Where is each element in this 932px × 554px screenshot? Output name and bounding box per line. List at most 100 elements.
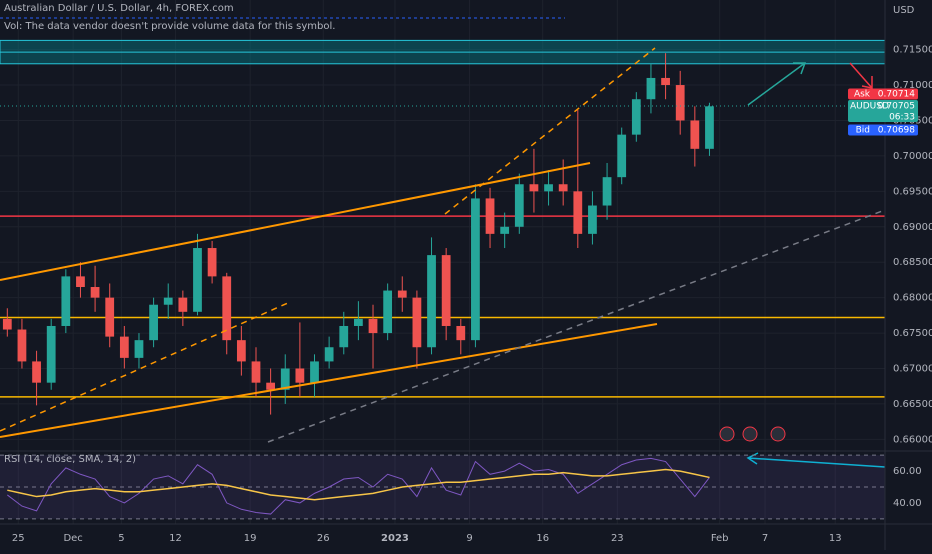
- candle-body: [2, 318, 12, 330]
- candle-body: [280, 368, 290, 390]
- price-badge-text: 06:33: [889, 112, 915, 122]
- price-pane: [0, 39, 886, 415]
- price-badge: [848, 124, 918, 136]
- x-tick-label: 16: [536, 533, 549, 544]
- candle-body: [207, 248, 217, 277]
- y-tick-label: 0.67000: [893, 364, 932, 375]
- chart-title: Australian Dollar / U.S. Dollar, 4h, FOR…: [4, 3, 234, 14]
- candle-body: [456, 325, 466, 341]
- candle-body: [514, 184, 524, 227]
- candle-body: [397, 290, 407, 298]
- y-tick-label: 0.68500: [893, 257, 932, 268]
- candle-body: [193, 248, 202, 312]
- candle-body: [134, 340, 144, 358]
- candle-body: [602, 177, 612, 206]
- candle-body: [661, 77, 670, 86]
- candle-body: [266, 382, 276, 390]
- price-badge-text: 0.70698: [878, 125, 915, 135]
- y-tick-label: 0.71500: [893, 45, 932, 56]
- x-tick-label: 9: [466, 533, 472, 544]
- candle-body: [236, 340, 246, 362]
- rsi-pane: [0, 454, 885, 520]
- candle-body: [544, 184, 553, 192]
- subtitle: Vol: The data vendor doesn't provide vol…: [4, 21, 335, 32]
- dashed-trend: [0, 301, 291, 432]
- price-badge: [848, 99, 918, 122]
- candle-body: [339, 325, 349, 348]
- candle-body: [178, 297, 188, 312]
- y-tick-label: 0.69000: [893, 222, 932, 233]
- candle-body: [588, 205, 597, 234]
- candle-body: [46, 325, 56, 383]
- candle-body: [119, 336, 129, 358]
- x-tick-label: 7: [762, 533, 768, 544]
- rsi-title: RSI (14, close, SMA, 14, 2): [4, 454, 136, 465]
- x-tick-label: 23: [611, 533, 624, 544]
- rsi-background: [0, 455, 885, 519]
- price-badge-text: Bid: [856, 125, 870, 135]
- x-tick-label: 19: [244, 533, 257, 544]
- x-tick-label: 5: [118, 533, 124, 544]
- candle-body: [631, 99, 641, 135]
- price-badge-text: Ask: [854, 89, 871, 99]
- arrow: [746, 452, 886, 468]
- event-icons: [719, 426, 786, 442]
- candle-body: [646, 77, 656, 100]
- candle-body: [105, 297, 115, 337]
- y-tick-label: 0.68000: [893, 293, 932, 304]
- y-tick-label: 0.67500: [893, 328, 932, 339]
- drawings: [0, 17, 886, 468]
- candle-body: [32, 361, 41, 383]
- dashed-trend: [444, 47, 656, 215]
- candle-body: [17, 329, 27, 362]
- candle-body: [705, 106, 714, 149]
- candle-body: [427, 255, 436, 348]
- y-tick-label: 0.66000: [893, 434, 932, 445]
- x-tick-label: 25: [12, 533, 25, 544]
- y-tick-label: 60.00: [893, 466, 922, 477]
- candle-body: [295, 368, 305, 383]
- candle-body: [617, 134, 627, 178]
- price-badge-text: 0.70714: [878, 89, 915, 99]
- candle-body: [412, 297, 422, 348]
- candle-body: [90, 287, 100, 298]
- candle-body: [573, 191, 583, 234]
- rsi-line: [7, 457, 710, 515]
- x-tick-label: 26: [317, 533, 330, 544]
- candle-body: [500, 226, 510, 234]
- candle-body: [368, 318, 378, 334]
- y-tick-label: 0.71000: [893, 80, 932, 91]
- candle-body: [383, 290, 393, 334]
- candle-body: [222, 276, 232, 341]
- arrow: [747, 62, 807, 106]
- price-badge: [848, 88, 918, 100]
- candle-body: [163, 297, 173, 305]
- candle-body: [310, 361, 319, 383]
- y-tick-label: 0.69500: [893, 186, 932, 197]
- channel-lower: [0, 323, 658, 438]
- price-badge-text: AUDUSD: [850, 101, 889, 111]
- y-tick-label: 40.00: [893, 498, 922, 509]
- candle-body: [529, 184, 539, 192]
- candle-body: [61, 276, 71, 326]
- grid: [0, 0, 885, 524]
- candle-body: [354, 318, 363, 326]
- price-badge-text: 0.70705: [878, 101, 915, 111]
- x-tick-label: 2023: [381, 533, 409, 544]
- candle-body: [675, 85, 685, 121]
- axis-unit: USD: [893, 5, 915, 16]
- candle-body: [441, 255, 451, 326]
- arrow: [849, 62, 873, 89]
- y-tick-label: 0.70000: [893, 151, 932, 162]
- y-tick-label: 0.66500: [893, 399, 932, 410]
- candle-body: [76, 276, 85, 288]
- x-tick-label: 13: [829, 533, 842, 544]
- candle-body: [690, 120, 700, 149]
- rsi-line: [7, 468, 710, 501]
- x-tick-label: Feb: [711, 533, 729, 544]
- channel-upper: [0, 162, 591, 281]
- x-tick-label: 12: [169, 533, 182, 544]
- candle-body: [324, 347, 334, 362]
